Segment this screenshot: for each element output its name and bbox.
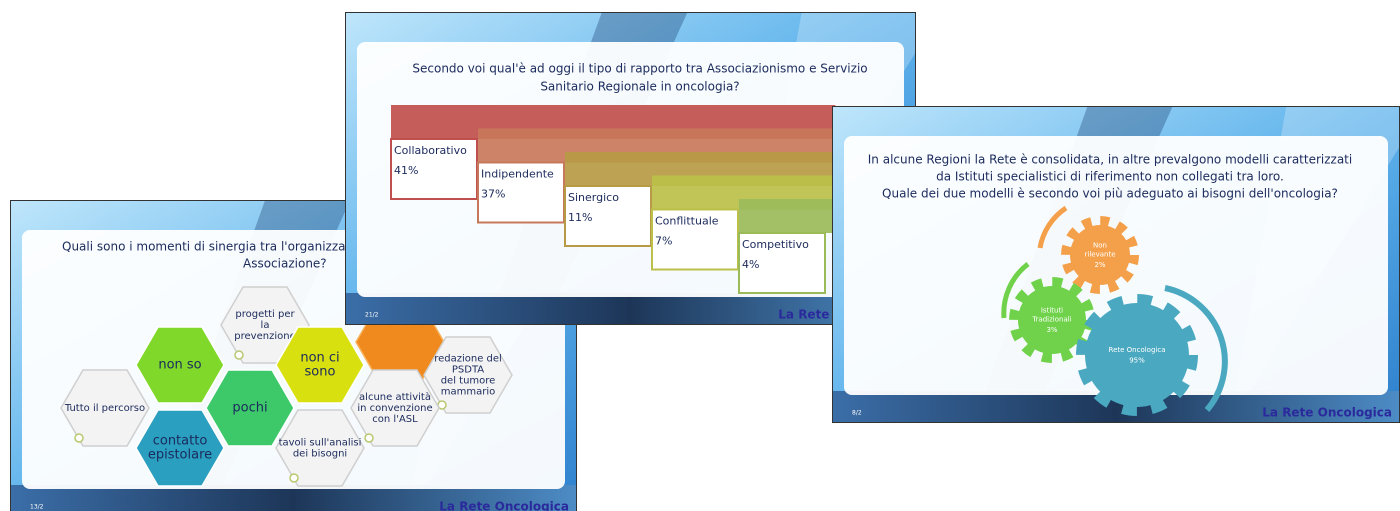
knob xyxy=(234,350,244,360)
gear-value: 95% xyxy=(1129,357,1145,365)
slide: 21/2La Rete OncologicaSecondo voi qual'è… xyxy=(345,12,916,325)
step-label: Sinergico xyxy=(568,191,619,204)
gear xyxy=(1018,286,1086,354)
text-line: progetti per xyxy=(235,309,295,320)
step-value: 7% xyxy=(655,235,672,248)
arrow xyxy=(1001,262,1030,319)
hexagon xyxy=(135,326,225,404)
text-line: pochi xyxy=(232,401,267,416)
gear-teeth xyxy=(1076,294,1198,416)
step-label: Competitivo xyxy=(742,238,809,251)
text-line: sono xyxy=(305,365,336,380)
gear-value: 2% xyxy=(1094,261,1105,269)
slide-number: 8/2 xyxy=(852,410,862,417)
knob xyxy=(289,473,299,483)
slide-number: 13/2 xyxy=(30,504,44,511)
arrow xyxy=(1164,285,1228,412)
arrow xyxy=(1037,205,1068,249)
text-line: PSDTA xyxy=(452,365,484,376)
text-line: con l'ASL xyxy=(372,414,418,425)
knob xyxy=(74,433,84,443)
text-line: Non xyxy=(1093,242,1107,250)
text-line: dei bisogni xyxy=(293,449,347,460)
gear xyxy=(1070,225,1130,285)
slide-title: Quali sono i momenti di sinergia tra l'o… xyxy=(62,240,352,254)
slide-footer: La Rete Oncologica xyxy=(1262,406,1392,420)
slide-title: In alcune Regioni la Rete è consolidata,… xyxy=(868,153,1352,167)
text-line: la xyxy=(261,320,270,331)
text-line: Tradizionali xyxy=(1031,316,1071,324)
text-line: Tutto il percorso xyxy=(64,403,145,414)
step-label: Collaborativo xyxy=(394,144,467,157)
hexagon xyxy=(350,369,440,447)
text-line: mammario xyxy=(441,387,496,398)
slide: 8/2 La Rete Oncologica In alcune Regioni l… xyxy=(832,106,1400,423)
text-line: Istituti xyxy=(1041,307,1063,315)
step-bar xyxy=(739,199,835,233)
hexagon xyxy=(205,369,295,447)
text-line: redazione del xyxy=(434,354,502,365)
slide-footer-bar xyxy=(10,485,577,511)
step-value: 11% xyxy=(568,211,592,224)
slide-title: Associazione? xyxy=(243,257,327,271)
slide-title: Sanitario Regionale in oncologia? xyxy=(540,80,739,94)
text-line: alcune attività xyxy=(359,391,431,403)
text-line: Rete Oncologica xyxy=(1109,346,1166,354)
step-box xyxy=(738,232,826,294)
hexagon xyxy=(60,369,150,447)
hexagon xyxy=(423,336,513,414)
gear-teeth xyxy=(1061,216,1139,294)
step-value: 4% xyxy=(742,258,759,271)
step-box xyxy=(564,185,652,247)
step-box xyxy=(477,161,565,224)
hexagon xyxy=(275,409,365,487)
text-line: rilevante xyxy=(1085,251,1116,259)
step-value: 37% xyxy=(481,188,505,201)
text-line: in convenzione xyxy=(357,403,432,414)
text-line: non ci xyxy=(300,351,339,366)
slide-border xyxy=(10,200,577,511)
slide-title: da Istituti specialistici di riferimento… xyxy=(936,170,1284,184)
step-box xyxy=(651,208,739,271)
text-line: contatto xyxy=(153,434,208,449)
hexagon xyxy=(135,409,225,487)
text-line: tavoli sull'analisi xyxy=(279,438,362,449)
slide-footer-bar xyxy=(345,293,916,325)
text-line: del tumore xyxy=(441,376,496,387)
slide-footer: La Rete Oncologica xyxy=(439,500,569,511)
gear-value: 3% xyxy=(1046,326,1057,334)
slide-number: 21/2 xyxy=(365,312,379,319)
step-box xyxy=(390,138,478,200)
knob xyxy=(364,433,374,443)
hexagon xyxy=(220,286,310,364)
step-value: 41% xyxy=(394,164,418,177)
slide-title: Secondo voi qual'è ad oggi il tipo di ra… xyxy=(412,62,867,76)
text-line: epistolare xyxy=(148,448,212,463)
step-label: Conflittuale xyxy=(655,215,719,228)
step-label: Indipendente xyxy=(481,168,554,181)
hexagon xyxy=(275,326,365,404)
gear xyxy=(1085,303,1189,407)
text-line: prevenzione xyxy=(234,331,295,342)
text-line: non so xyxy=(158,358,201,373)
slide-title: Quale dei due modelli è secondo voi più … xyxy=(882,187,1338,201)
